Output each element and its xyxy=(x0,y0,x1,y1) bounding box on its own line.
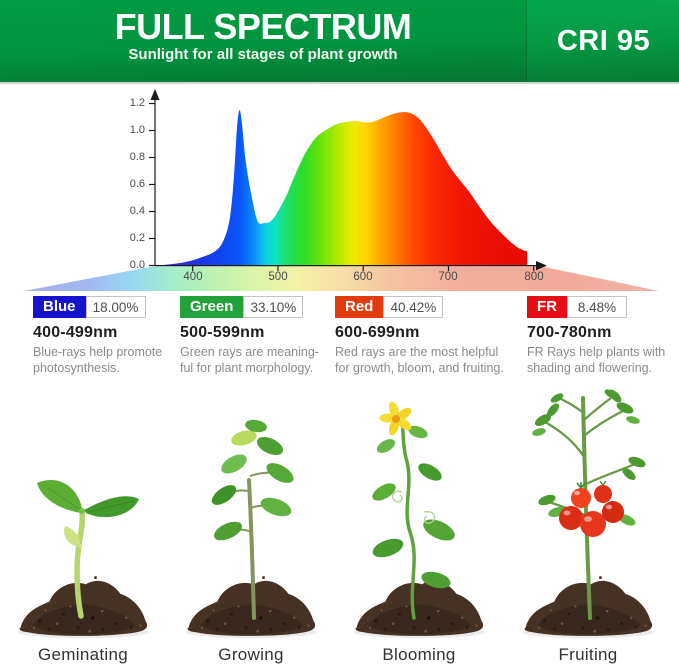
spectrum-plot-svg xyxy=(24,89,659,291)
y-tick-label: 0.2 xyxy=(129,232,145,244)
band-name-badge: Blue xyxy=(33,296,86,318)
band-description: Blue-rays help promote photosynthesis. xyxy=(33,345,163,375)
blooming-plant-image xyxy=(353,401,485,639)
spectrum-beam xyxy=(24,266,659,291)
band-percent: 8.48% xyxy=(567,296,627,318)
y-tick-label: 0.6 xyxy=(129,178,145,190)
spectrum-curve xyxy=(154,110,528,266)
band-header: Blue 18.00% xyxy=(33,296,179,318)
band-range: 500-599nm xyxy=(180,324,265,341)
band-range: 700-780nm xyxy=(527,324,612,341)
page-title: FULL SPECTRUM xyxy=(114,6,412,47)
stage-label: Blooming xyxy=(382,645,456,664)
band-description: Red rays are the most helpful for growth… xyxy=(335,345,504,375)
band-column-blue: Blue 18.00% 400-499nm Blue-rays help pro… xyxy=(33,296,179,376)
stage-label: Fruiting xyxy=(558,645,618,664)
band-header: Red 40.42% xyxy=(335,296,521,318)
spectrum-chart: 1.2 1.0 0.8 0.6 0.4 0.2 0.0 400 500 600 … xyxy=(0,0,679,300)
stage-blooming: Blooming xyxy=(344,380,494,670)
x-tick-label: 700 xyxy=(438,271,458,283)
y-tick-label: 0.4 xyxy=(129,205,145,217)
band-name-badge: FR xyxy=(527,296,567,318)
growing-plant-image xyxy=(185,419,317,639)
y-tick-label: 0.0 xyxy=(129,259,145,271)
tomato-cluster xyxy=(559,480,624,537)
band-percent: 33.10% xyxy=(243,296,304,318)
x-tick-label: 800 xyxy=(524,271,544,283)
germinating-plant-image xyxy=(17,479,149,639)
stage-germinating: Geminating xyxy=(8,380,158,670)
x-tick-label: 400 xyxy=(183,271,203,283)
stage-fruiting: Fruiting xyxy=(513,380,663,670)
stage-label: Growing xyxy=(218,645,284,664)
band-column-fr: FR 8.48% 700-780nm FR Rays help plants w… xyxy=(527,296,672,376)
axis-arrowheads xyxy=(150,89,547,271)
y-tick-label: 0.8 xyxy=(129,151,145,163)
x-tick-label: 600 xyxy=(353,271,373,283)
header-title-block: FULL SPECTRUM Sunlight for all stages of… xyxy=(0,0,526,82)
chart-axes xyxy=(149,95,543,271)
band-description: FR Rays help plants with shading and flo… xyxy=(527,345,666,375)
page-subtitle: Sunlight for all stages of plant growth xyxy=(128,46,398,63)
band-range: 400-499nm xyxy=(33,324,118,341)
band-description: Green rays are meaning- ful for plant mo… xyxy=(180,345,319,375)
y-tick-label: 1.0 xyxy=(129,124,145,136)
band-header: Green 33.10% xyxy=(180,296,336,318)
header-banner: FULL SPECTRUM Sunlight for all stages of… xyxy=(0,0,679,84)
cri-badge: CRI 95 xyxy=(526,0,679,82)
stage-growing: Growing xyxy=(176,380,326,670)
band-name-badge: Green xyxy=(180,296,244,318)
fruiting-plant-image xyxy=(522,389,654,639)
band-range: 600-699nm xyxy=(335,324,420,341)
band-percent: 18.00% xyxy=(85,296,146,318)
band-column-red: Red 40.42% 600-699nm Red rays are the mo… xyxy=(335,296,521,376)
band-name-badge: Red xyxy=(335,296,384,318)
band-percent: 40.42% xyxy=(383,296,444,318)
band-column-green: Green 33.10% 500-599nm Green rays are me… xyxy=(180,296,336,376)
band-header: FR 8.48% xyxy=(527,296,672,318)
yellow-flower xyxy=(379,401,412,436)
y-tick-label: 1.2 xyxy=(129,97,145,109)
stage-label: Geminating xyxy=(38,645,128,664)
x-tick-label: 500 xyxy=(268,271,288,283)
